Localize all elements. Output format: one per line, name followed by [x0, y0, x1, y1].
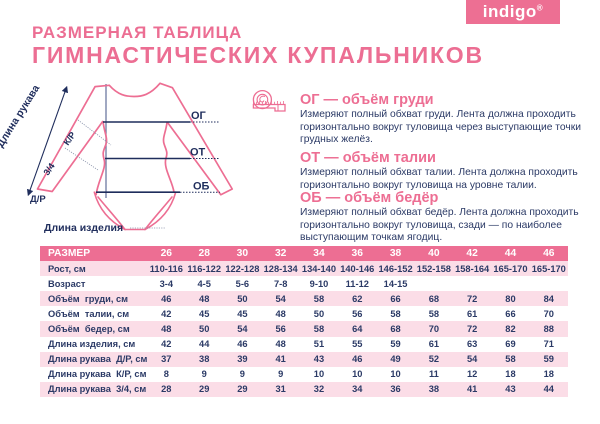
svg-text:К/Р: К/Р	[61, 130, 77, 147]
svg-text:Д/Р: Д/Р	[30, 194, 46, 205]
svg-text:ОБ: ОБ	[193, 181, 210, 193]
svg-text:ОГ: ОГ	[191, 110, 207, 122]
svg-text:3/4: 3/4	[41, 161, 56, 177]
svg-text:Длина изделия: Длина изделия	[44, 222, 123, 234]
svg-text:ОТ: ОТ	[190, 147, 206, 159]
svg-text:Длина рукава: Длина рукава	[0, 83, 42, 150]
